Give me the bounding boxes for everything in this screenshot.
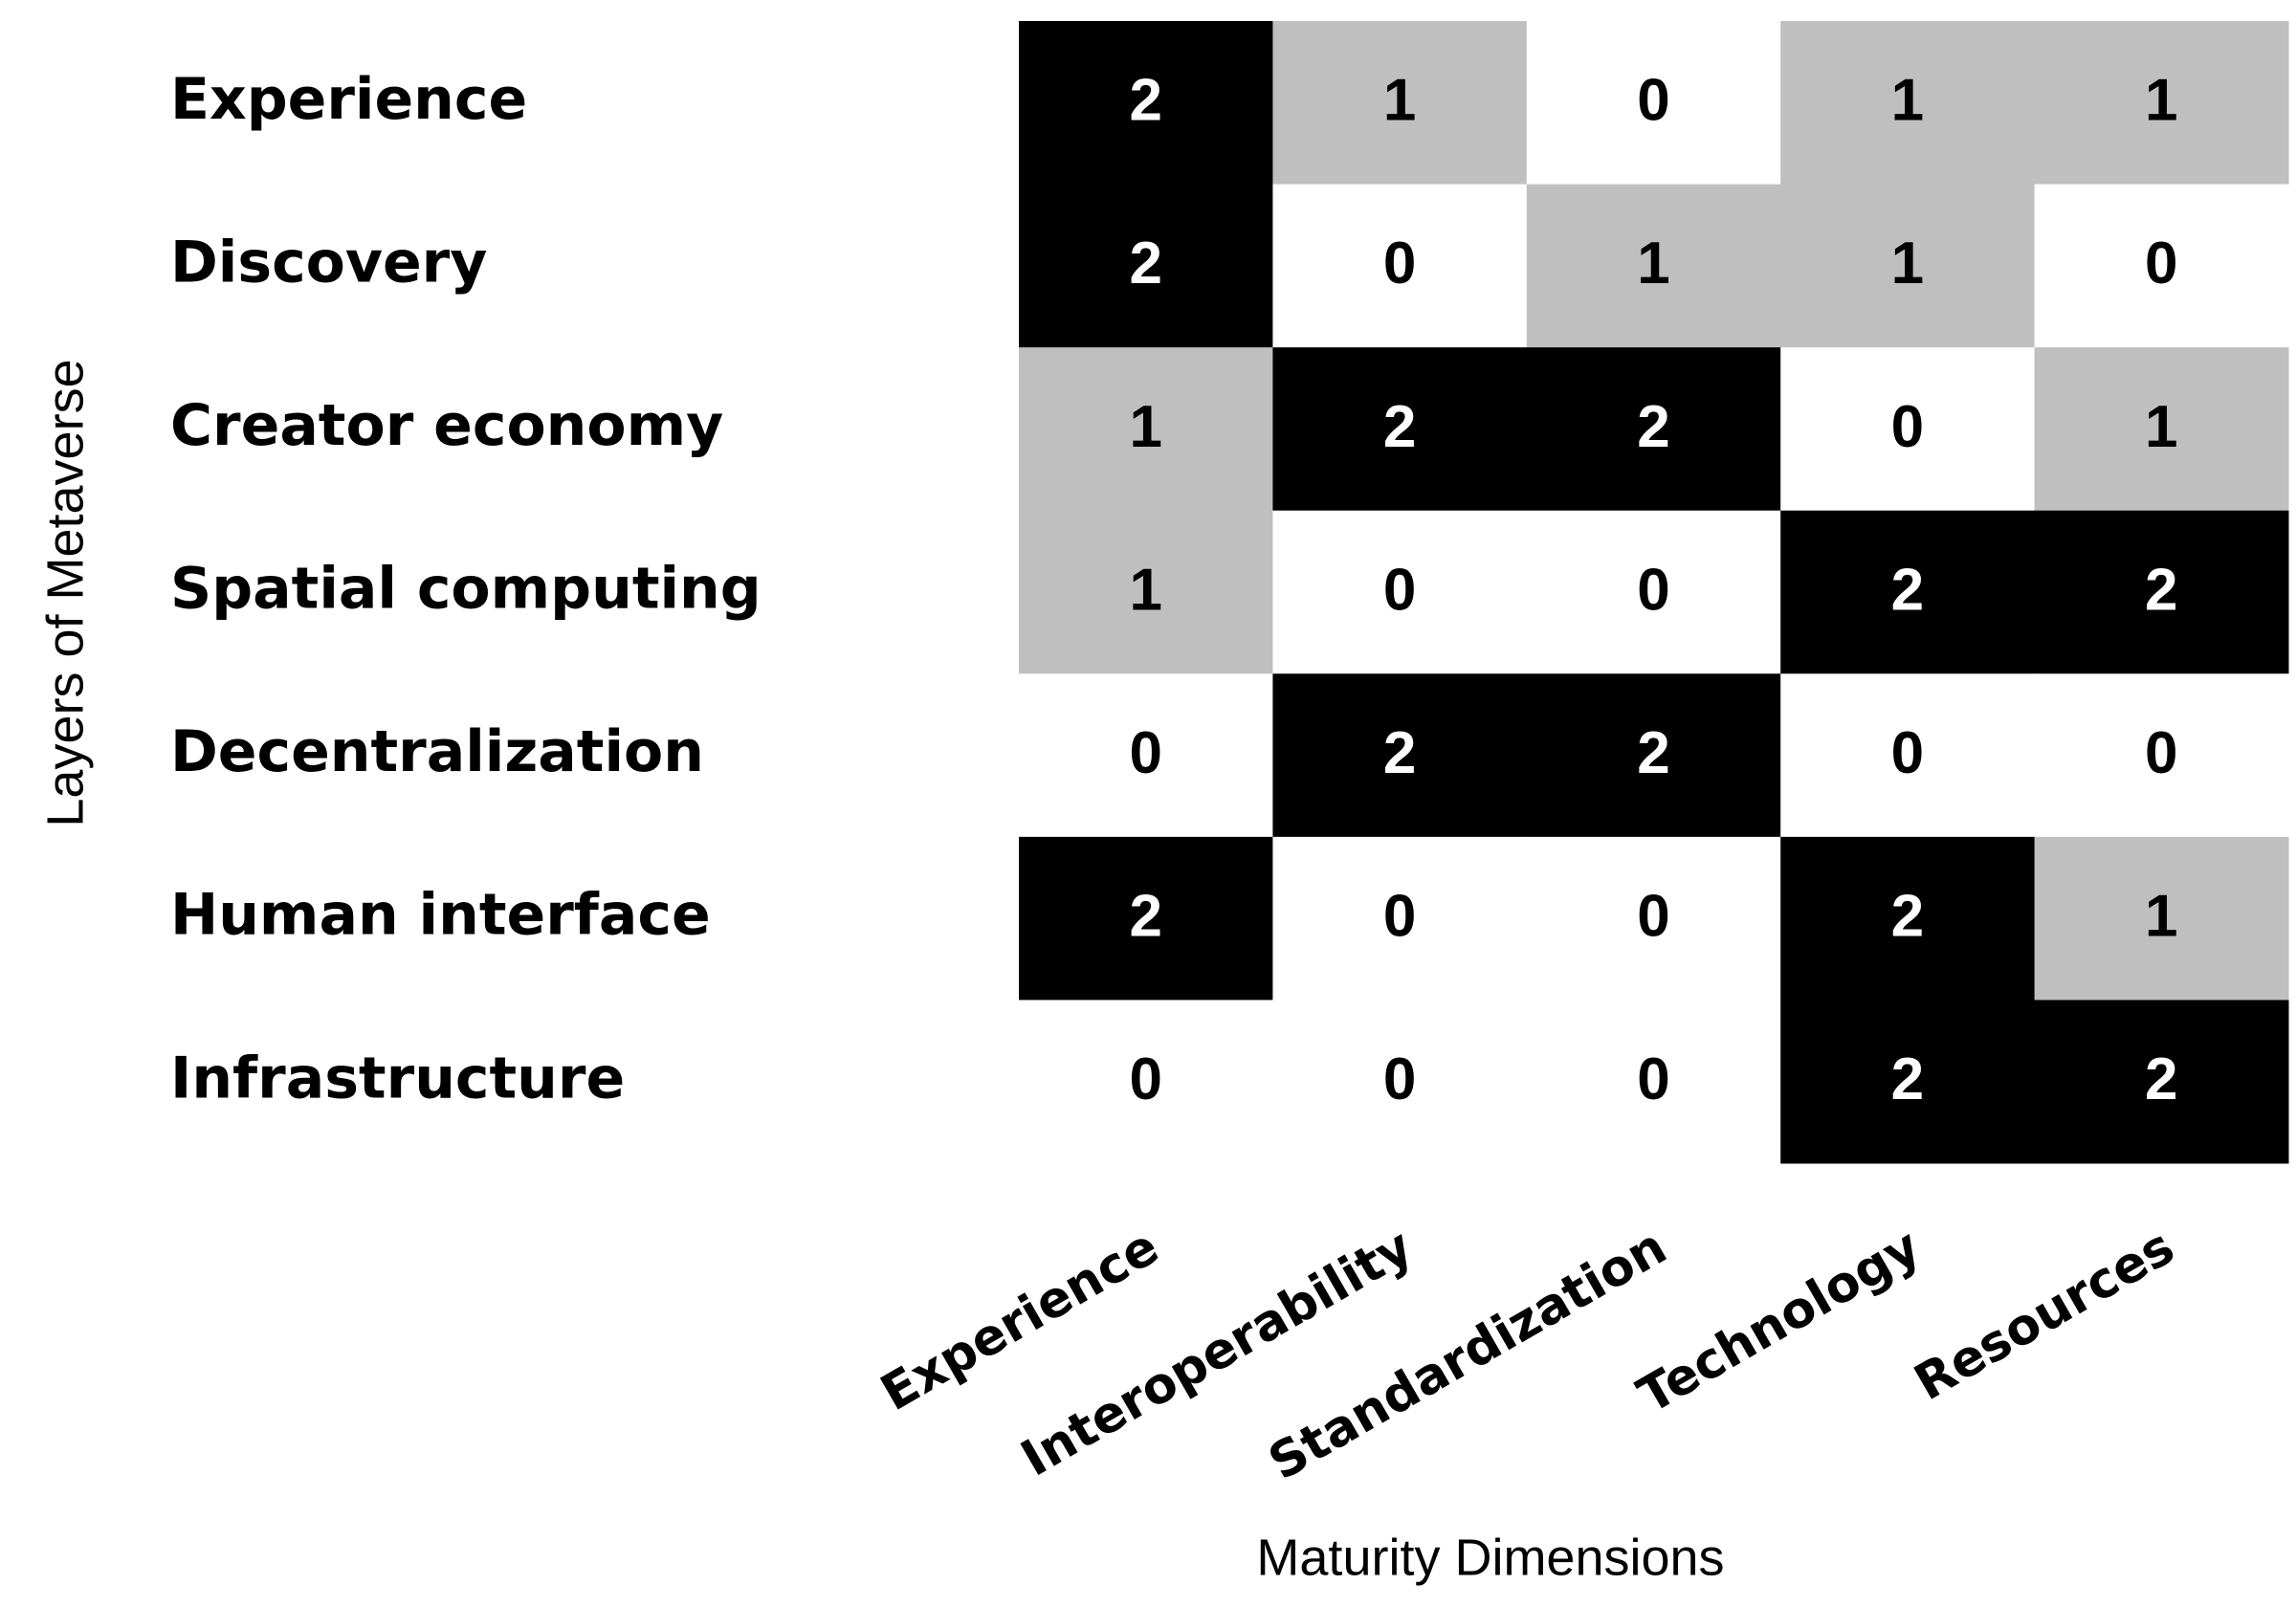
- cell-label: 1: [2145, 68, 2177, 134]
- cell-label: 2: [1891, 1046, 1924, 1112]
- heatmap-cell: [1526, 1000, 1781, 1164]
- heatmap-cell: [1780, 836, 2036, 1001]
- cell-label: 2: [2145, 1046, 2177, 1112]
- cell-label: 1: [1637, 231, 1669, 297]
- cell-label: 2: [1383, 720, 1416, 786]
- heatmap-cell: [1272, 510, 1528, 674]
- heatmap-cell: [2034, 347, 2289, 512]
- heatmap-cell: [1526, 184, 1781, 348]
- cell-label: 0: [1891, 720, 1924, 786]
- cell-label: 0: [2145, 720, 2177, 786]
- cell-label: 0: [1637, 1046, 1669, 1112]
- heatmap-cell: [2034, 836, 2289, 1001]
- heatmap-cell: [1019, 21, 1273, 186]
- cell-label: 1: [1129, 394, 1161, 460]
- heatmap-cell: [1272, 673, 1528, 838]
- cell-label: 0: [1637, 884, 1669, 950]
- x-tick-label: Technology: [1628, 1218, 1930, 1425]
- heatmap-cell: [1780, 673, 2036, 838]
- cell-label: 1: [2145, 394, 2177, 460]
- heatmap-cell: [2034, 184, 2289, 348]
- y-tick-label: Experience: [170, 66, 527, 133]
- heatmap-cell: [2034, 1000, 2289, 1164]
- cell-label: 0: [1637, 557, 1669, 623]
- heatmap-cell: [1019, 510, 1273, 674]
- y-tick-label: Spatial computing: [170, 556, 762, 623]
- heatmap-cell: [1526, 347, 1781, 512]
- cell-label: 2: [1891, 884, 1924, 950]
- cell-label: 2: [1637, 394, 1669, 460]
- heatmap-cell: [1272, 184, 1528, 348]
- heatmap-cell: [1019, 836, 1273, 1001]
- cell-label: 2: [1891, 557, 1924, 623]
- cell-label: 2: [1129, 68, 1161, 134]
- cell-label: 2: [1637, 720, 1669, 786]
- cell-label: 1: [1891, 231, 1924, 297]
- cell-label: 1: [2145, 884, 2177, 950]
- heatmap-cell: [1019, 673, 1273, 838]
- heatmap-cell: [2034, 21, 2289, 186]
- cell-label: 0: [1383, 557, 1416, 623]
- y-tick-label: Human interface: [170, 882, 711, 949]
- cell-label: 0: [1383, 884, 1416, 950]
- cell-label: 0: [1637, 68, 1669, 134]
- heatmap-cell: [1019, 347, 1273, 512]
- heatmap-cell: [1526, 836, 1781, 1001]
- cell-label: 1: [1891, 68, 1924, 134]
- heatmap-cell: [1272, 21, 1528, 186]
- heatmap-cell: [1780, 184, 2036, 348]
- heatmap-cell: [1526, 673, 1781, 838]
- cell-label: 2: [2145, 557, 2177, 623]
- heatmap-cell: [1526, 510, 1781, 674]
- heatmap-cell: [1272, 347, 1528, 512]
- heatmap-cell: [2034, 510, 2289, 674]
- heatmap-cell: [1272, 836, 1528, 1001]
- cell-label: 0: [1891, 394, 1924, 460]
- cell-label: 2: [1129, 231, 1161, 297]
- y-tick-label: Discovery: [170, 229, 487, 296]
- x-axis-title: Maturity Dimensions: [1256, 1529, 1724, 1586]
- x-tick-label: Resources: [1906, 1218, 2184, 1412]
- heatmap-cell: [1019, 184, 1273, 348]
- heatmap-cell: [2034, 673, 2289, 838]
- y-axis-title: Layers of Metaverse: [36, 359, 94, 826]
- cell-label: 1: [1129, 557, 1161, 623]
- y-tick-label: Decentralization: [170, 718, 704, 785]
- cell-label: 0: [2145, 231, 2177, 297]
- heatmap-cell: [1780, 1000, 2036, 1164]
- cell-label: 0: [1129, 1046, 1161, 1112]
- y-tick-label: Infrastructure: [170, 1045, 625, 1112]
- heatmap-cell: [1780, 510, 2036, 674]
- cell-label: 2: [1383, 394, 1416, 460]
- heatmap-cell: [1780, 21, 2036, 186]
- cell-label: 0: [1129, 720, 1161, 786]
- y-tick-label: Creator economy: [170, 392, 723, 459]
- cell-label: 1: [1383, 68, 1416, 134]
- cell-label: 2: [1129, 884, 1161, 950]
- heatmap-cell: [1780, 347, 2036, 512]
- cell-label: 0: [1383, 1046, 1416, 1112]
- cell-label: 0: [1383, 231, 1416, 297]
- heatmap-cell: [1526, 21, 1781, 186]
- heatmap-cell: [1272, 1000, 1528, 1164]
- heatmap-cell: [1019, 1000, 1273, 1164]
